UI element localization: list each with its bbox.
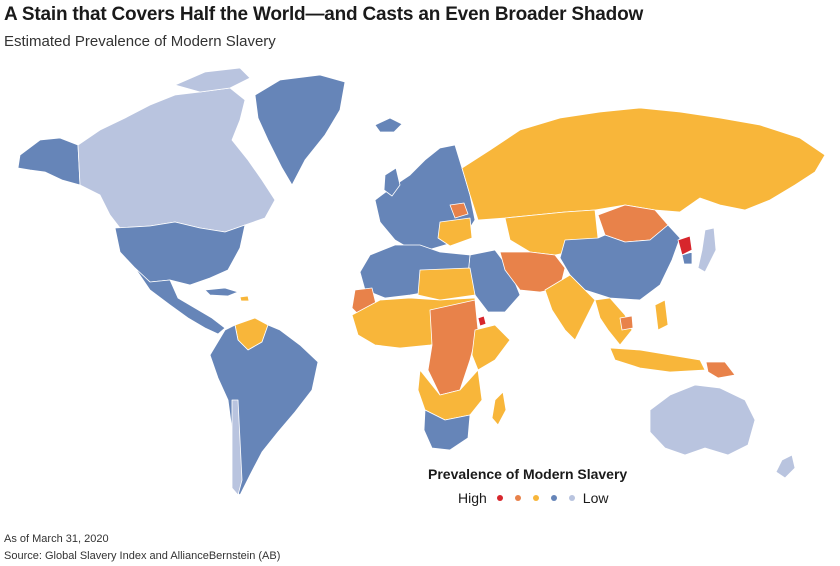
region-india	[544, 274, 596, 341]
region-eritrea	[477, 315, 487, 327]
legend-dot-level-5	[496, 495, 503, 501]
region-iceland	[374, 117, 403, 133]
region-alaska	[17, 137, 81, 186]
region-belarus	[449, 202, 469, 219]
region-madagascar	[491, 391, 507, 426]
region-haiti	[239, 295, 250, 302]
region-australia	[649, 384, 756, 456]
region-uk	[383, 167, 401, 197]
region-southeast-asia	[594, 297, 633, 346]
region-libya-egypt	[417, 267, 476, 301]
region-mexico-central-america	[134, 267, 226, 335]
source-note: Source: Global Slavery Index and Allianc…	[4, 550, 281, 562]
region-indonesia	[609, 347, 706, 373]
legend: High Low	[458, 490, 608, 506]
legend-dot-level-2	[550, 495, 557, 501]
region-russia	[461, 107, 826, 221]
region-usa	[114, 221, 246, 286]
legend-dot-level-1	[568, 495, 575, 501]
legend-dot-level-3	[532, 495, 539, 501]
region-eastern-europe	[437, 217, 473, 247]
region-greenland	[254, 74, 346, 186]
legend-high-label: High	[458, 490, 487, 506]
chart-subtitle: Estimated Prevalence of Modern Slavery	[4, 33, 276, 50]
region-horn-of-africa	[471, 324, 511, 371]
chart-title: A Stain that Covers Half the World—and C…	[4, 4, 644, 25]
region-new-zealand	[775, 454, 796, 479]
region-philippines	[654, 299, 669, 331]
region-chile	[231, 399, 243, 496]
region-south-korea	[681, 251, 693, 265]
region-southern-africa	[417, 369, 483, 421]
as-of-date: As of March 31, 2020	[4, 533, 109, 545]
region-japan	[697, 227, 717, 273]
legend-dot-level-4	[514, 495, 521, 501]
legend-low-label: Low	[582, 490, 609, 506]
region-arctic-islands	[174, 67, 251, 93]
region-papua-new-guinea	[705, 361, 736, 379]
region-south-africa	[423, 409, 471, 451]
region-cuba	[204, 287, 239, 297]
world-map	[17, 67, 826, 496]
region-north-korea	[677, 235, 693, 256]
region-south-america	[209, 324, 319, 496]
legend-title: Prevalence of Modern Slavery	[428, 466, 628, 482]
region-cambodia	[619, 315, 634, 331]
region-canada	[77, 87, 276, 233]
